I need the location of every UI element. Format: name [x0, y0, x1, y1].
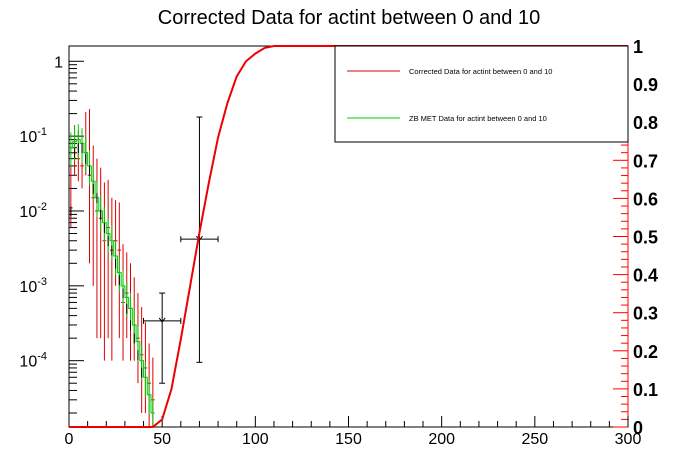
y-right-tick-label: 0.4	[633, 266, 658, 286]
x-tick-label: 0	[65, 431, 74, 448]
x-tick-label: 300	[615, 431, 642, 448]
y-left-tick-label: 10-2	[19, 201, 47, 221]
y-right-tick-label: 0	[633, 418, 643, 438]
x-tick-label: 100	[242, 431, 269, 448]
chart-title: Corrected Data for actint between 0 and …	[158, 7, 540, 29]
y-right-tick-label: 1	[633, 37, 643, 57]
y-left-tick-label: 10-3	[19, 276, 47, 296]
legend-box	[334, 45, 629, 143]
y-left-tick-label: 1	[54, 54, 63, 71]
y-right-tick-label: 0.5	[633, 228, 658, 248]
y-left-tick-label: 10-4	[19, 351, 47, 371]
efficiency-curve	[69, 45, 628, 428]
legend-label-corrected: Corrected Data for actint between 0 and …	[409, 67, 552, 76]
x-axis: 0 50 100 150 200 250 300	[65, 416, 642, 448]
y-right-tick-label: 0.1	[633, 380, 658, 400]
y-right-tick-label: 0.6	[633, 189, 658, 209]
y-right-tick-label: 0.3	[633, 304, 658, 324]
y-right-tick-label: 0.7	[633, 151, 658, 171]
cross-marker	[196, 235, 203, 242]
y-right-tick-label: 0.2	[633, 342, 658, 362]
legend: Corrected Data for actint between 0 and …	[334, 45, 629, 143]
left-axis: 10-4 10-3 10-2 10-1 1	[19, 54, 84, 414]
right-axis: 0 0.1 0.2 0.3 0.4 0.5 0.6 0.7 0.8 0.9 1	[613, 37, 658, 438]
legend-label-zbmet: ZB MET Data for actint between 0 and 10	[409, 114, 547, 123]
y-right-tick-label: 0.9	[633, 75, 658, 95]
x-tick-label: 250	[521, 431, 548, 448]
x-tick-label: 150	[335, 431, 362, 448]
y-right-tick-label: 0.8	[633, 113, 658, 133]
x-tick-label: 200	[428, 431, 455, 448]
series-layer	[69, 45, 628, 428]
y-left-tick-label: 10-1	[19, 126, 47, 146]
x-tick-label: 50	[153, 431, 171, 448]
cross-marker	[158, 317, 166, 323]
